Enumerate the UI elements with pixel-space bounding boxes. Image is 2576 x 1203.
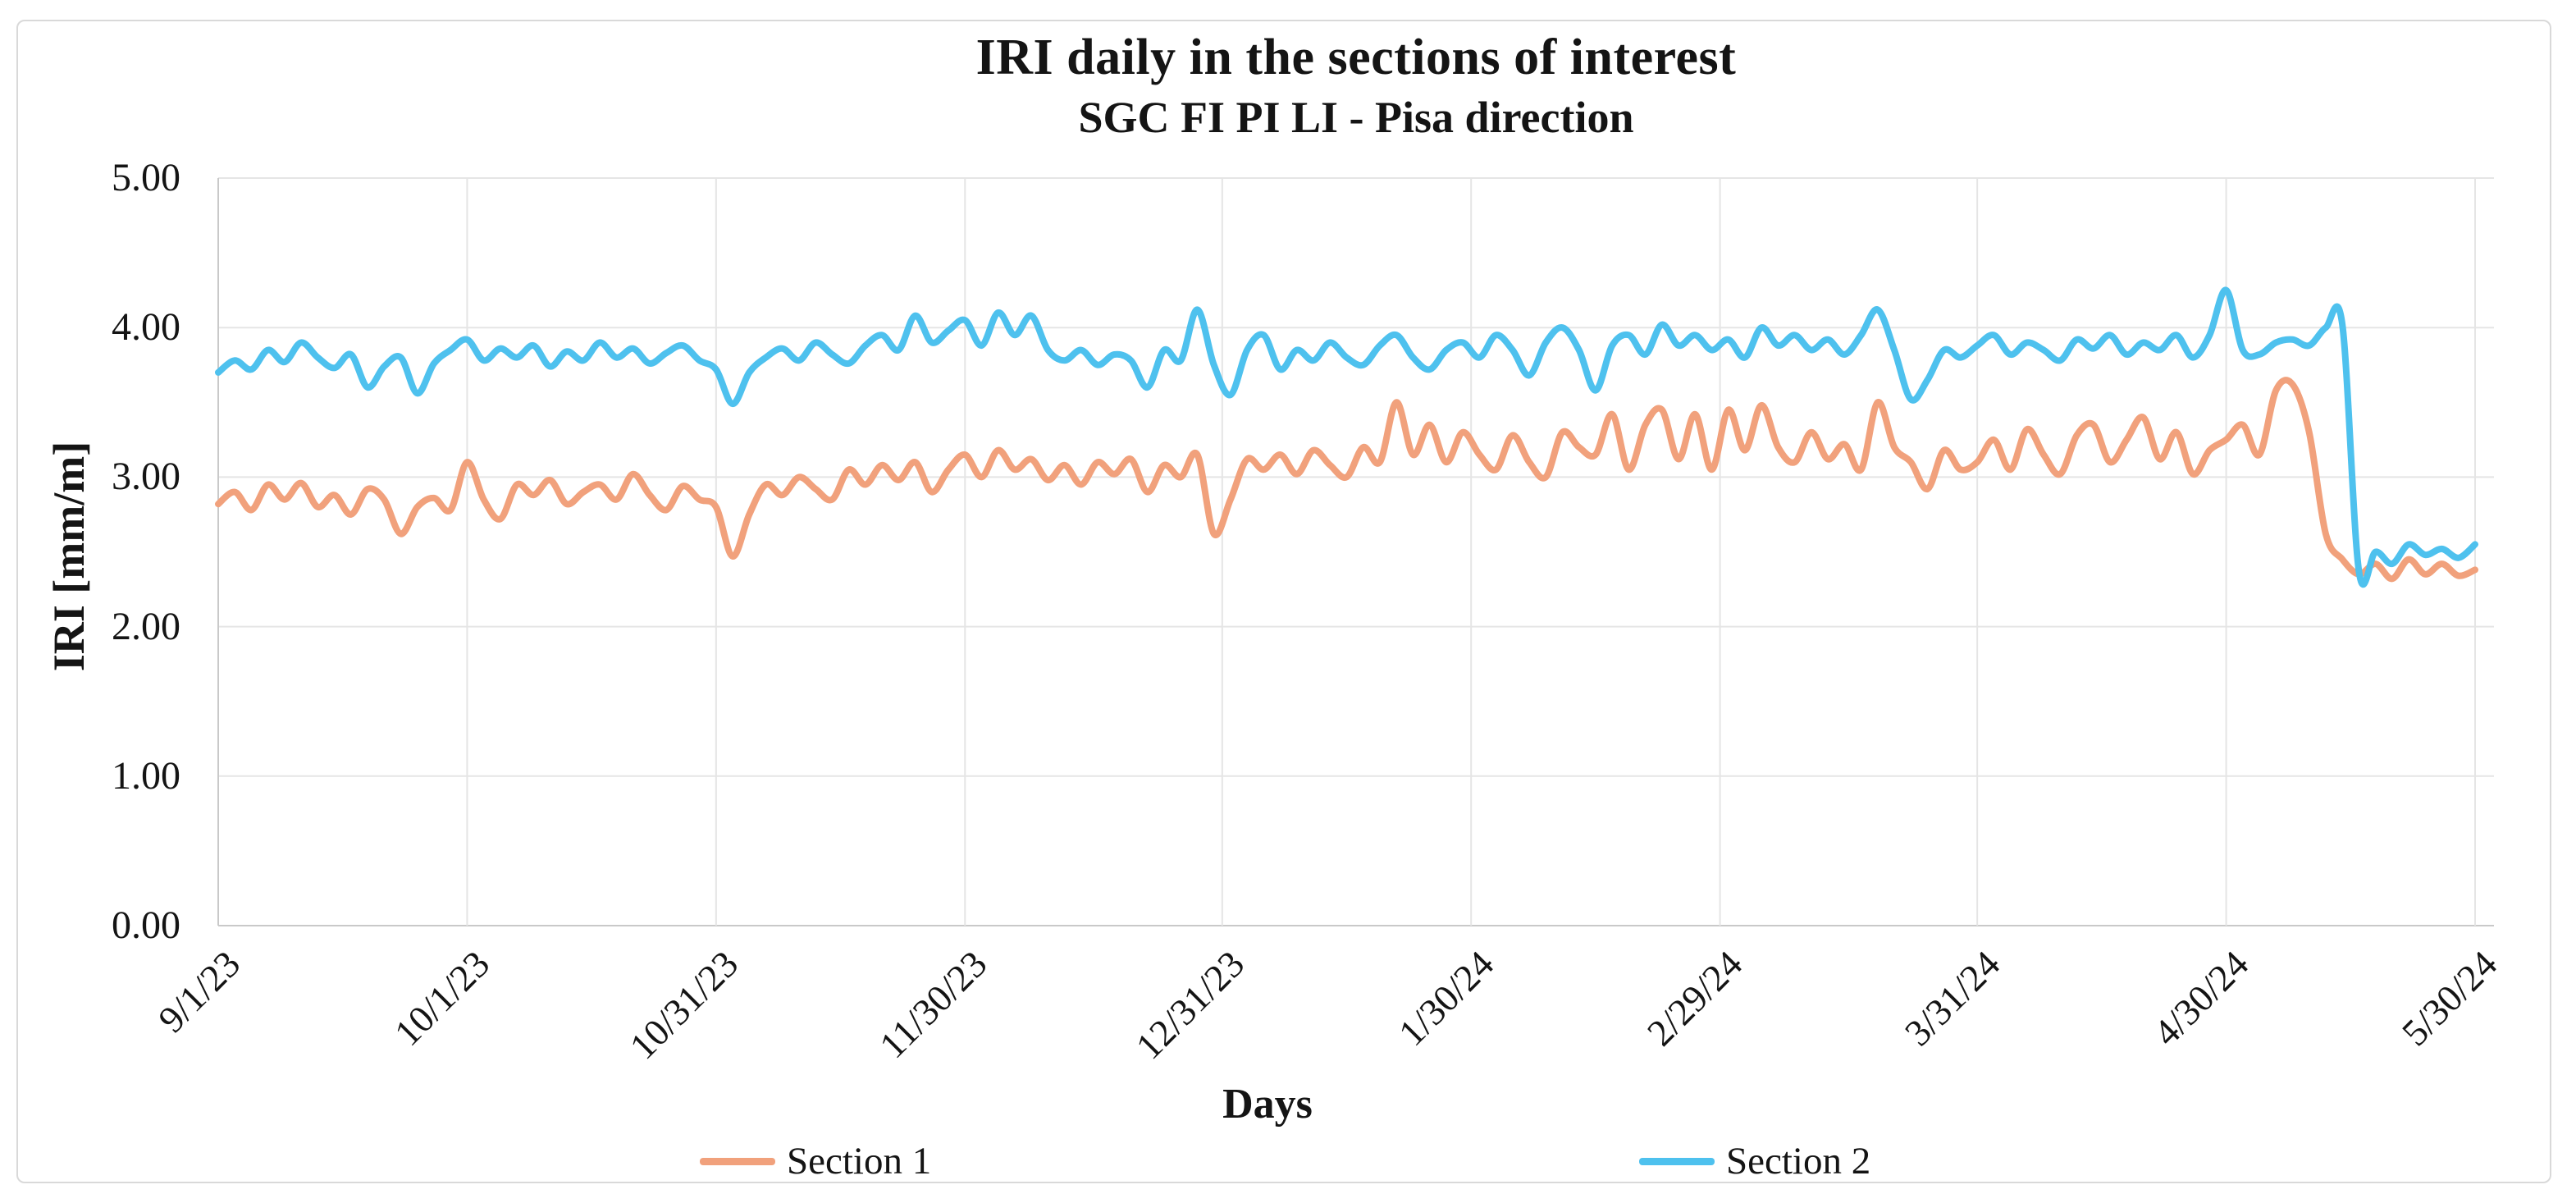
y-tick-label: 3.00 xyxy=(112,455,180,499)
chart-frame-border xyxy=(16,20,2551,1183)
y-tick-label: 5.00 xyxy=(112,156,180,199)
legend-label-section-1: Section 1 xyxy=(787,1140,932,1182)
series-line-section-1 xyxy=(215,377,2478,583)
y-tick-label: 4.00 xyxy=(112,305,180,350)
y-tick-label: 1.00 xyxy=(112,753,180,798)
y-tick-label: 2.00 xyxy=(112,604,180,648)
legend-item-section-1: Section 1 xyxy=(700,1139,931,1183)
legend-item-section-2: Section 2 xyxy=(1639,1139,1870,1183)
chart-title: IRI daily in the sections of interest xyxy=(975,30,1737,85)
legend-label-section-2: Section 2 xyxy=(1726,1140,1871,1182)
x-axis-title: Days xyxy=(1222,1081,1313,1128)
section-2-line-swatch xyxy=(1639,1157,1715,1165)
section-1-line-swatch xyxy=(700,1157,775,1165)
y-tick-label: 0.00 xyxy=(112,903,180,947)
series-line-section-2 xyxy=(215,286,2478,588)
chart-subtitle: SGC FI PI LI - Pisa direction xyxy=(1078,93,1634,142)
